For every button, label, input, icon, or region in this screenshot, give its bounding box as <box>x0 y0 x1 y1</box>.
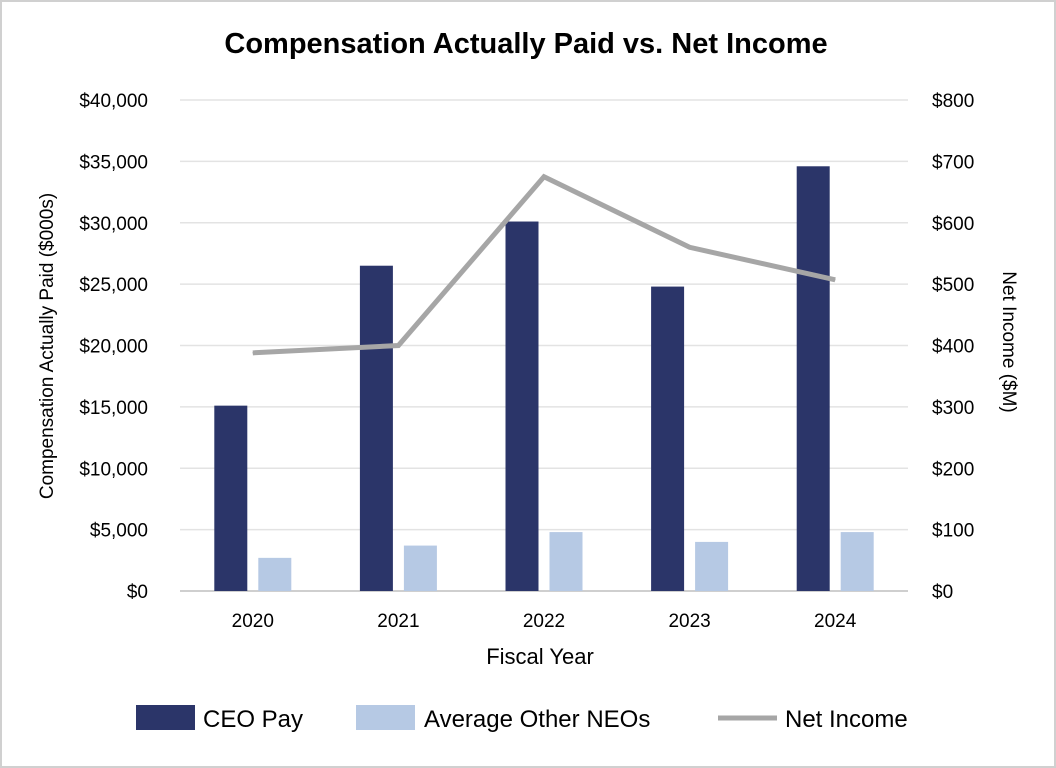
y-tick-label: $15,000 <box>79 398 148 419</box>
legend-label-average-other-neos: Average Other NEOs <box>424 706 650 733</box>
y-tick-label: $20,000 <box>79 337 148 358</box>
y-axis-title: Compensation Actually Paid ($000s) <box>37 193 58 499</box>
y2-tick-label: $600 <box>932 214 974 235</box>
y2-tick-label: $200 <box>932 459 974 480</box>
legend-swatch-ceo-pay <box>136 705 195 730</box>
y2-tick-label: $800 <box>932 91 974 112</box>
bars <box>214 166 874 591</box>
left-axis-ticks: $0 $5,000 $10,000 $15,000 $20,000 $25,000 $30,… <box>79 91 148 603</box>
grid-lines <box>180 99 908 592</box>
net-income-point-2023 <box>689 246 691 248</box>
bar-ceo-pay-2022 <box>505 221 539 591</box>
y2-tick-label: $100 <box>932 521 974 542</box>
bar-ceo-pay-2024 <box>796 166 830 591</box>
bar-average-other-neos-2023 <box>695 541 729 591</box>
net-income-line <box>252 173 836 356</box>
legend-label-ceo-pay: CEO Pay <box>203 706 303 733</box>
legend-label-net-income: Net Income <box>785 706 908 733</box>
chart-title: Compensation Actually Paid vs. Net Incom… <box>224 28 827 60</box>
bar-average-other-neos-2024 <box>840 532 874 591</box>
bar-average-other-neos-2022 <box>549 532 583 591</box>
net-income-point-2020 <box>252 352 254 354</box>
y-tick-label: $5,000 <box>90 521 148 542</box>
x-tick-label: 2023 <box>668 611 710 632</box>
y-tick-label: $10,000 <box>79 459 148 480</box>
y-tick-label: $25,000 <box>79 275 148 296</box>
net-income-point-2022 <box>543 176 545 178</box>
x-tick-label: 2020 <box>232 611 274 632</box>
x-axis-title: Fiscal Year <box>486 644 594 669</box>
x-tick-label: 2024 <box>814 611 857 632</box>
y2-axis-title: Net Income ($M) <box>998 271 1019 412</box>
x-tick-label: 2021 <box>377 611 419 632</box>
bar-average-other-neos-2020 <box>258 557 292 591</box>
y2-tick-label: $500 <box>932 275 974 296</box>
y2-tick-label: $700 <box>932 152 974 173</box>
y2-tick-label: $0 <box>932 582 953 603</box>
bar-average-other-neos-2021 <box>403 545 437 591</box>
right-axis-ticks: $0 $100 $200 $300 $400 $500 $600 $700 $800 <box>932 91 974 603</box>
y-tick-label: $0 <box>127 582 148 603</box>
y2-tick-label: $400 <box>932 337 974 358</box>
legend: CEO Pay Average Other NEOs Net Income <box>136 705 908 733</box>
y2-tick-label: $300 <box>932 398 974 419</box>
y-tick-label: $40,000 <box>79 91 148 112</box>
x-tick-label: 2022 <box>523 611 565 632</box>
legend-swatch-average-other-neos <box>356 705 415 730</box>
net-income-line-group <box>252 173 836 356</box>
x-axis-ticks: 2020 2021 2022 2023 2024 <box>232 611 857 632</box>
bar-ceo-pay-2023 <box>651 286 685 591</box>
bar-ceo-pay-2020 <box>214 405 248 591</box>
bar-ceo-pay-2021 <box>359 265 393 591</box>
y-tick-label: $35,000 <box>79 152 148 173</box>
net-income-point-2021 <box>397 345 399 346</box>
net-income-point-2024 <box>834 279 836 281</box>
y-tick-label: $30,000 <box>79 214 148 235</box>
